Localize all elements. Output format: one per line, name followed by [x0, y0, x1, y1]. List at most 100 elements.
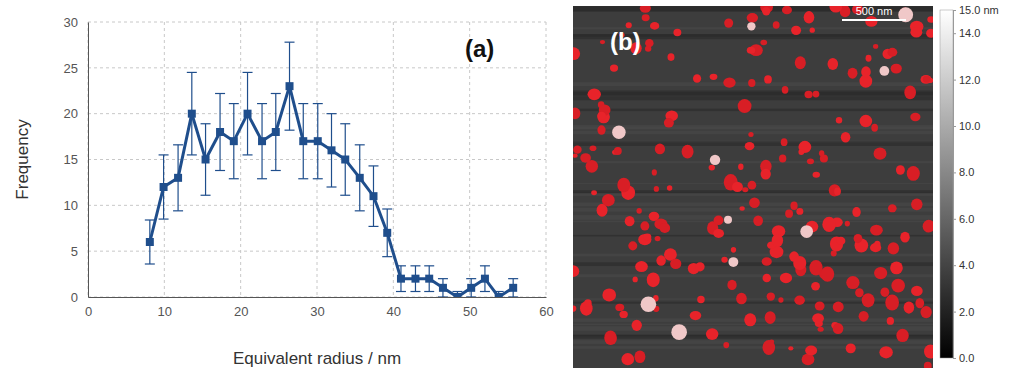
- scale-bar-label: 500 nm: [856, 5, 893, 17]
- texture-bright-particle: [671, 324, 687, 340]
- colorbar-tick-label: 10.0: [959, 120, 980, 132]
- texture-particle: [842, 135, 847, 141]
- texture-particle: [673, 29, 681, 36]
- error-bar-cap: [438, 296, 448, 297]
- texture-particle: [890, 261, 903, 274]
- colorbar-tick: 8.0: [953, 166, 974, 178]
- texture-particle: [813, 172, 820, 178]
- texture-particle: [713, 229, 724, 238]
- colorbar-tick-label: 8.0: [959, 166, 974, 178]
- texture-bright-particle: [710, 155, 720, 165]
- texture-particle: [656, 255, 665, 266]
- texture-streak: [573, 346, 933, 349]
- error-bar: [452, 292, 462, 298]
- error-bar-cap: [508, 278, 518, 279]
- texture-particle: [880, 287, 889, 297]
- texture-particle: [862, 293, 875, 307]
- texture-particle: [911, 198, 922, 210]
- texture-particle: [920, 306, 931, 318]
- texture-particle: [804, 11, 815, 23]
- colorbar-tick: 2.0: [953, 306, 974, 318]
- texture-particle: [693, 74, 701, 83]
- data-point: [509, 284, 517, 292]
- texture-particle: [829, 184, 841, 196]
- error-bar-cap: [159, 154, 169, 155]
- texture-particle: [591, 190, 597, 195]
- texture-particle: [670, 259, 681, 269]
- data-point: [328, 146, 336, 154]
- data-point: [299, 137, 307, 145]
- colorbar-tick-mark: [953, 10, 956, 11]
- texture-particle: [652, 169, 657, 175]
- error-bar-cap: [396, 291, 406, 292]
- panel-label: (a): [465, 35, 494, 62]
- texture-particle: [846, 343, 856, 353]
- texture-particle: [632, 320, 642, 331]
- texture-particle: [794, 296, 805, 305]
- texture-particle: [870, 243, 881, 252]
- error-bar-cap: [410, 291, 420, 292]
- x-tick-label: 40: [387, 304, 401, 319]
- texture-particle: [904, 86, 916, 100]
- texture-particle: [614, 147, 622, 155]
- texture-particle: [605, 333, 617, 345]
- texture-particle: [625, 216, 635, 226]
- texture-particle: [573, 265, 579, 277]
- error-bar-cap: [298, 103, 308, 104]
- x-tick: 10: [158, 297, 172, 319]
- texture-particle: [709, 165, 715, 171]
- error-bar-cap: [480, 291, 490, 292]
- texture-streak: [573, 298, 933, 299]
- texture-streak: [573, 302, 933, 304]
- texture-particle: [650, 22, 659, 30]
- texture-particle: [748, 132, 753, 137]
- error-bar-cap: [480, 265, 490, 266]
- texture-particle: [636, 208, 641, 214]
- x-tick: 0: [85, 297, 92, 319]
- y-tick-label: 5: [71, 244, 78, 259]
- texture-streak: [573, 262, 933, 266]
- texture-particle: [924, 344, 933, 358]
- texture-particle: [807, 158, 814, 164]
- scale-bar: [842, 19, 906, 21]
- error-bar-cap: [327, 113, 337, 114]
- error-bar: [271, 94, 281, 171]
- error-bar-cap: [466, 278, 476, 279]
- data-point: [314, 137, 322, 145]
- colorbar-tick-mark: [953, 358, 956, 359]
- colorbar-tick-mark: [953, 126, 956, 127]
- error-bar: [410, 266, 420, 292]
- texture-particle: [742, 187, 748, 192]
- texture-bright-particle: [747, 22, 755, 30]
- texture-streak: [573, 254, 933, 257]
- texture-particle: [885, 294, 899, 310]
- texture-particle: [805, 346, 817, 356]
- texture-particle: [604, 331, 616, 345]
- texture-streak: [573, 125, 933, 129]
- texture-particle: [812, 313, 824, 323]
- colorbar-tick-label: 4.0: [959, 259, 974, 271]
- error-bar-cap: [424, 265, 434, 266]
- error-bar-cap: [271, 93, 281, 94]
- error-bar: [201, 124, 211, 196]
- error-bar: [466, 279, 476, 297]
- data-point: [453, 293, 461, 297]
- data-point: [411, 275, 419, 283]
- afm-image: [573, 6, 933, 368]
- data-point: [481, 275, 489, 283]
- data-point: [369, 192, 377, 200]
- data-point: [216, 128, 224, 136]
- texture-particle: [764, 75, 772, 83]
- texture-particle: [904, 301, 915, 313]
- texture-particle: [740, 206, 745, 211]
- data-point: [425, 275, 433, 283]
- error-bar-cap: [173, 210, 183, 211]
- error-bar-cap: [368, 226, 378, 227]
- colorbar-tick-mark: [953, 219, 956, 220]
- texture-particle: [706, 328, 719, 340]
- texture-particle: [584, 299, 591, 306]
- texture-particle: [732, 182, 743, 192]
- y-tick-label: 0: [71, 290, 78, 305]
- texture-particle: [602, 288, 616, 301]
- texture-particle: [833, 302, 844, 313]
